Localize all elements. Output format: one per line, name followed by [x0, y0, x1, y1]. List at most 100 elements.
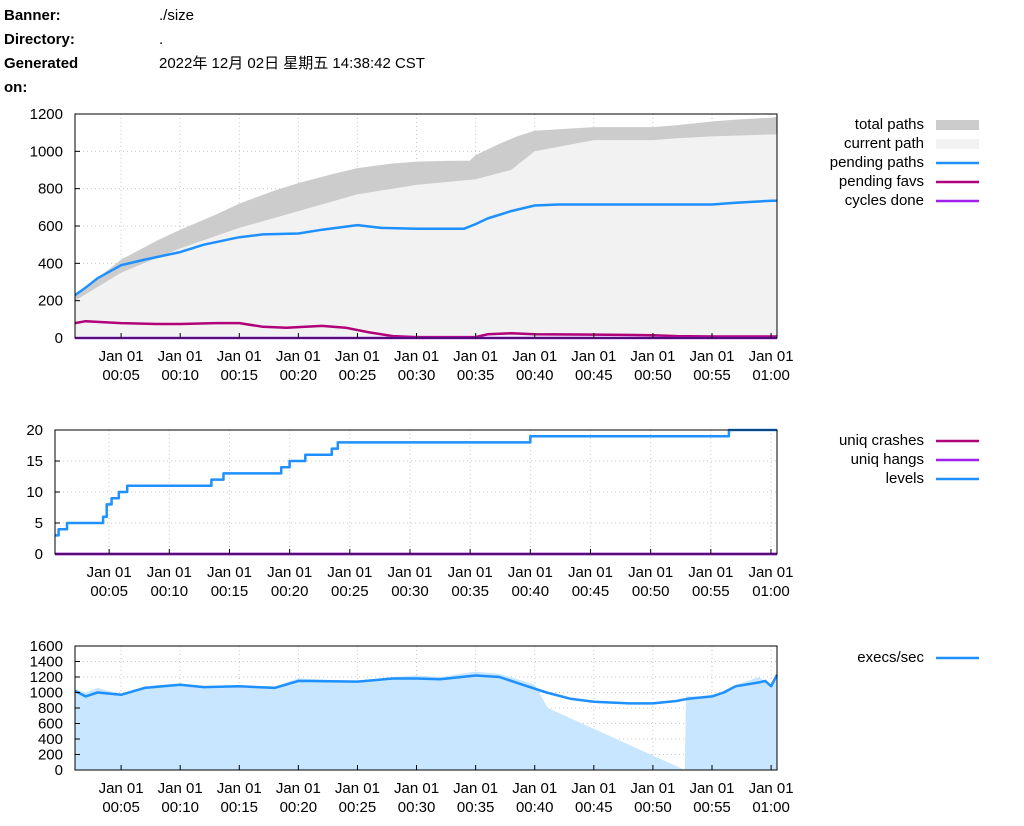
chart1-area-current-path — [75, 134, 777, 338]
chart2-x-tick-label-time: 00:45 — [572, 583, 610, 600]
chart1-x-tick-label-time: 00:10 — [161, 367, 199, 384]
chart2-y-tick-label: 5 — [35, 515, 43, 532]
chart2-x-tick-label-date: Jan 01 — [748, 564, 793, 581]
chart1-y-tick-label: 600 — [38, 218, 63, 235]
directory-label: Directory: — [4, 31, 75, 48]
chart3-x-tick-label-date: Jan 01 — [512, 780, 557, 797]
chart2-y-tick-label: 15 — [26, 453, 43, 470]
chart2-x-tick-label-time: 00:10 — [151, 583, 189, 600]
chart3-x-tick-label-date: Jan 01 — [276, 780, 321, 797]
chart3-y-tick-label: 1200 — [30, 669, 63, 686]
chart2-x-tick-label-date: Jan 01 — [147, 564, 192, 581]
chart1-x-tick-label-time: 01:00 — [752, 367, 790, 384]
chart1-x-tick-label-date: Jan 01 — [158, 348, 203, 365]
chart1-x-tick-label-date: Jan 01 — [512, 348, 557, 365]
chart3-x-tick-label-time: 01:00 — [752, 799, 790, 816]
chart1-x-tick-label-date: Jan 01 — [335, 348, 380, 365]
chart1-x-tick-label-date: Jan 01 — [571, 348, 616, 365]
chart3-line-execs-sec — [74, 674, 779, 705]
chart2-y-tick-label: 20 — [26, 422, 43, 439]
chart3-x-tick-label-date: Jan 01 — [630, 780, 675, 797]
chart1-x-tick-label-time: 00:20 — [280, 367, 318, 384]
chart3-y-tick-label: 1400 — [30, 654, 63, 671]
directory-value: . — [159, 31, 164, 48]
chart1-x-tick-label-date: Jan 01 — [453, 348, 498, 365]
chart3-x-tick-label-date: Jan 01 — [394, 780, 439, 797]
chart3-x-tick-label-time: 00:30 — [398, 799, 436, 816]
chart3-y-tick-label: 800 — [38, 700, 63, 717]
chart2-x-tick-label-date: Jan 01 — [568, 564, 613, 581]
chart2-line-levels — [55, 428, 777, 537]
banner-label: Banner: — [4, 7, 61, 24]
chart3-x-tick-label-time: 00:35 — [457, 799, 495, 816]
chart2-x-tick-label-date: Jan 01 — [207, 564, 252, 581]
chart3-legend-label: execs/sec — [857, 649, 924, 666]
chart1-legend-label: current path — [844, 135, 924, 152]
chart1-y-tick-label: 0 — [55, 330, 63, 347]
chart3-x-tick-label-date: Jan 01 — [749, 780, 794, 797]
chart3-x-tick-label-time: 00:40 — [516, 799, 554, 816]
chart1-legend-swatch — [936, 120, 979, 130]
chart2-x-tick-label-date: Jan 01 — [688, 564, 733, 581]
chart1-x-tick-label-time: 00:05 — [102, 367, 140, 384]
chart3-x-tick-label-time: 00:15 — [220, 799, 258, 816]
banner-value: ./size — [159, 7, 195, 24]
chart3-y-tick-label: 600 — [38, 716, 63, 733]
chart1-y-tick-label: 1200 — [30, 106, 63, 123]
chart2-x-tick-label-date: Jan 01 — [508, 564, 553, 581]
generated-label: Generated on: — [4, 55, 79, 96]
chart3-x-tick-label-time: 00:05 — [102, 799, 140, 816]
chart3-x-tick-label-time: 00:50 — [634, 799, 672, 816]
chart3-x-tick-label-date: Jan 01 — [571, 780, 616, 797]
chart2-x-tick-label-time: 00:35 — [451, 583, 489, 600]
chart1-y-tick-label: 200 — [38, 293, 63, 310]
chart2-x-tick-label-time: 00:05 — [90, 583, 128, 600]
chart2-y-tick-label: 0 — [35, 546, 43, 563]
chart2-legend-label: uniq hangs — [851, 451, 924, 468]
chart3-x-tick-label-date: Jan 01 — [335, 780, 380, 797]
chart1-legend-label: total paths — [855, 116, 924, 133]
chart1-x-tick-label-date: Jan 01 — [749, 348, 794, 365]
chart1-x-tick-label-time: 00:15 — [220, 367, 258, 384]
chart2-legend-label: levels — [886, 470, 924, 487]
chart2-x-tick-label-date: Jan 01 — [87, 564, 132, 581]
chart1-y-tick-label: 1000 — [30, 143, 63, 160]
chart3-y-tick-label: 1000 — [30, 685, 63, 702]
chart3-area-fill — [75, 671, 777, 770]
chart1-x-tick-label-date: Jan 01 — [689, 348, 734, 365]
chart2-x-tick-label-time: 00:30 — [391, 583, 429, 600]
chart3-x-tick-label-date: Jan 01 — [453, 780, 498, 797]
chart3-x-tick-label-time: 00:45 — [575, 799, 613, 816]
chart3-y-tick-label: 0 — [55, 762, 63, 779]
chart3-x-tick-label-date: Jan 01 — [158, 780, 203, 797]
chart3-y-tick-label: 200 — [38, 747, 63, 764]
chart1-x-tick-label-date: Jan 01 — [630, 348, 675, 365]
chart1-y-tick-label: 400 — [38, 255, 63, 272]
chart2-x-tick-label-time: 00:55 — [692, 583, 730, 600]
chart1-x-tick-label-time: 00:30 — [398, 367, 436, 384]
chart2-x-tick-label-time: 00:20 — [271, 583, 309, 600]
chart2-x-tick-label-date: Jan 01 — [387, 564, 432, 581]
chart1-legend-label: cycles done — [845, 192, 924, 209]
chart3-x-tick-label-time: 00:55 — [693, 799, 731, 816]
chart1-x-tick-label-date: Jan 01 — [217, 348, 262, 365]
chart2-x-tick-label-date: Jan 01 — [327, 564, 372, 581]
chart2-x-tick-label-time: 01:00 — [752, 583, 790, 600]
chart1-x-tick-label-date: Jan 01 — [99, 348, 144, 365]
chart1-line-pending-favs — [74, 319, 777, 339]
chart3-y-tick-label: 400 — [38, 731, 63, 748]
chart1-y-tick-label: 800 — [38, 181, 63, 198]
chart2-x-tick-label-date: Jan 01 — [267, 564, 312, 581]
chart1-x-tick-label-time: 00:25 — [339, 367, 377, 384]
chart2-x-tick-label-date: Jan 01 — [448, 564, 493, 581]
chart2-x-tick-label-time: 00:40 — [512, 583, 550, 600]
chart3-y-tick-label: 1600 — [30, 638, 63, 655]
chart3-x-tick-label-date: Jan 01 — [99, 780, 144, 797]
chart2-legend-label: uniq crashes — [839, 432, 924, 449]
chart3-x-tick-label-date: Jan 01 — [217, 780, 262, 797]
chart1-x-tick-label-time: 00:55 — [693, 367, 731, 384]
chart3-x-tick-label-date: Jan 01 — [689, 780, 734, 797]
chart2-x-tick-label-time: 00:15 — [211, 583, 249, 600]
chart1-x-tick-label-time: 00:50 — [634, 367, 672, 384]
